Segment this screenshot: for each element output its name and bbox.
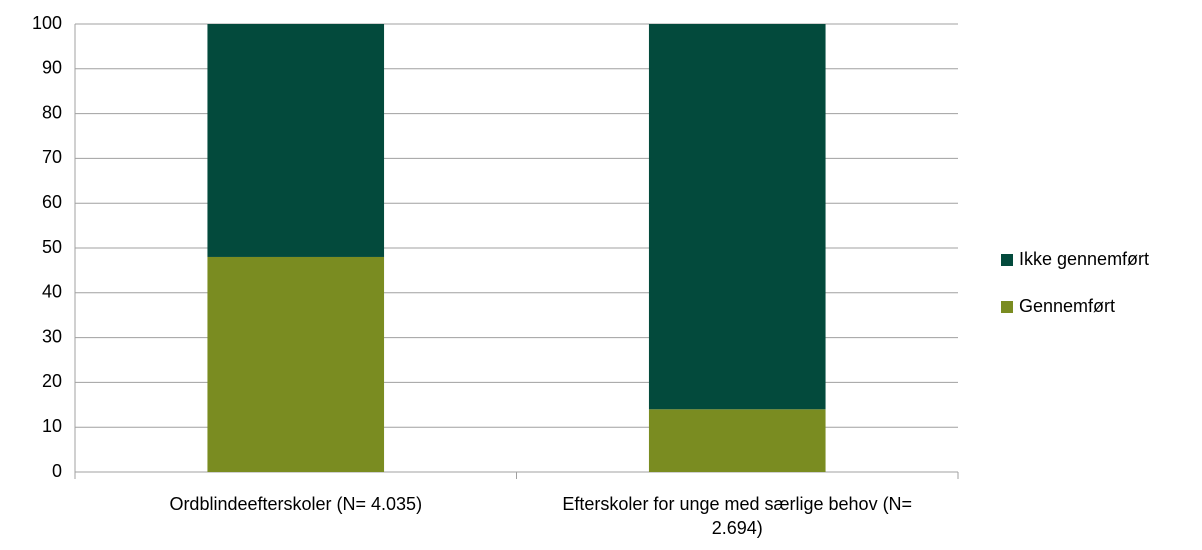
legend-swatch bbox=[1001, 301, 1013, 313]
bar-segment bbox=[648, 24, 826, 410]
legend-swatch bbox=[1001, 254, 1013, 266]
y-tick-label: 80 bbox=[42, 102, 62, 122]
bar-segment bbox=[648, 409, 826, 472]
bar-segment bbox=[207, 24, 385, 257]
legend-label: Ikke gennemført bbox=[1019, 249, 1149, 269]
x-tick-label: Efterskoler for unge med særlige behov (… bbox=[562, 494, 913, 538]
y-tick-label: 60 bbox=[42, 192, 62, 212]
y-tick-label: 0 bbox=[52, 461, 62, 481]
y-tick-label: 100 bbox=[32, 13, 62, 33]
y-tick-label: 50 bbox=[42, 237, 62, 257]
y-tick-label: 20 bbox=[42, 371, 62, 391]
legend-label: Gennemført bbox=[1019, 296, 1115, 316]
x-tick-label: Ordblindeefterskoler (N= 4.035) bbox=[169, 494, 423, 514]
y-tick-label: 40 bbox=[42, 282, 62, 302]
y-tick-label: 90 bbox=[42, 58, 62, 78]
y-tick-label: 30 bbox=[42, 326, 62, 346]
bar-segment bbox=[207, 256, 385, 472]
y-tick-label: 10 bbox=[42, 416, 62, 436]
y-tick-label: 70 bbox=[42, 147, 62, 167]
